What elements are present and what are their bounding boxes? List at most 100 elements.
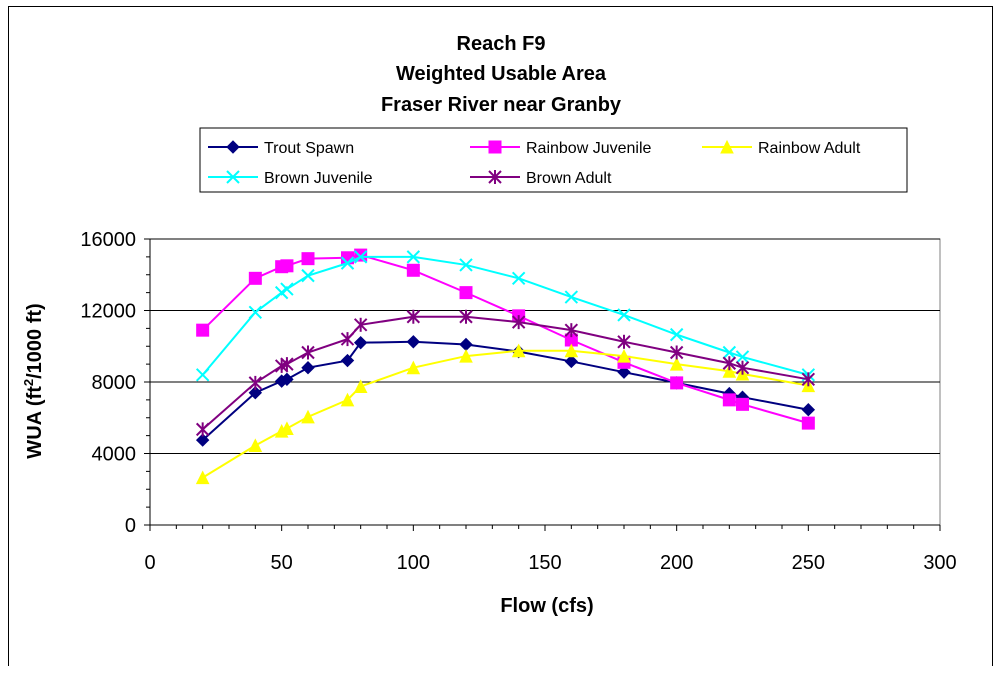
y-axis-title-suffix: /1000 ft) — [24, 303, 46, 379]
data-point-rainbow-juvenile — [196, 323, 210, 337]
data-point-brown-adult — [353, 317, 368, 332]
data-point-brown-adult — [280, 357, 294, 372]
data-point-rainbow-juvenile — [459, 286, 473, 300]
data-point-rainbow-juvenile — [248, 271, 262, 285]
data-point-rainbow-adult — [459, 348, 473, 363]
legend-item-brown-adult: Brown Adult — [470, 170, 612, 187]
data-point-rainbow-juvenile — [406, 263, 420, 277]
data-point-brown-juvenile — [617, 308, 631, 322]
series-line-brown-adult — [202, 315, 809, 431]
y-tick-label: 12000 — [80, 301, 136, 323]
series-layer — [195, 248, 816, 485]
data-point-rainbow-adult — [722, 364, 737, 378]
legend-item-rainbow-adult: Rainbow Adult — [702, 139, 861, 157]
data-point-brown-adult — [459, 309, 473, 324]
marker-stroke — [226, 170, 240, 184]
y-axis-title-sup: 2 — [21, 379, 36, 386]
data-point-brown-juvenile — [406, 250, 421, 264]
legend-item-trout-spawn: Trout Spawn — [208, 140, 354, 157]
series-rainbow-adult — [195, 343, 816, 485]
data-point-trout-spawn — [353, 335, 368, 350]
legend-box — [199, 127, 908, 193]
y-tick-label: 8000 — [92, 372, 137, 394]
marker-stroke — [195, 368, 210, 382]
x-tick-label: 200 — [660, 552, 693, 574]
data-point-brown-adult — [340, 332, 355, 347]
data-point-trout-spawn — [801, 402, 816, 417]
data-point-brown-adult — [406, 309, 421, 324]
series-brown-juvenile — [195, 250, 816, 382]
data-point-rainbow-adult — [195, 470, 210, 485]
data-point-rainbow-adult — [248, 438, 263, 452]
legend-label-rainbow-juvenile: Rainbow Juvenile — [526, 140, 652, 157]
legend-marker-rainbow-juvenile — [488, 140, 502, 154]
data-point-rainbow-adult — [669, 357, 684, 371]
legend-label-brown-adult: Brown Adult — [526, 170, 612, 187]
x-tick-label: 0 — [144, 552, 155, 574]
x-tick-label: 300 — [923, 552, 956, 574]
legend-item-brown-juvenile: Brown Juvenile — [208, 170, 373, 187]
data-point-brown-juvenile — [669, 327, 684, 342]
marker-stroke — [735, 350, 750, 364]
y-tick-label: 4000 — [92, 444, 137, 466]
marker-stroke — [564, 290, 579, 304]
axes: 0 4000 8000 12000 16000 0 50 100 150 200 250 300 — [80, 229, 956, 574]
data-point-brown-adult — [617, 334, 631, 349]
legend-label-rainbow-adult: Rainbow Adult — [758, 140, 861, 157]
data-point-rainbow-adult — [564, 343, 579, 358]
data-point-brown-adult — [735, 360, 750, 375]
data-point-brown-adult — [669, 345, 684, 360]
x-tick-label: 100 — [397, 552, 430, 574]
legend-marker-trout-spawn — [226, 140, 240, 154]
legend-marker-brown-juvenile — [226, 170, 240, 184]
marker-stroke — [280, 282, 294, 296]
legend-item-rainbow-juvenile: Rainbow Juvenile — [470, 140, 652, 157]
marker-stroke — [459, 258, 473, 272]
data-point-brown-juvenile — [248, 305, 263, 319]
data-point-brown-juvenile — [301, 268, 315, 283]
data-point-trout-spawn — [248, 386, 263, 400]
x-axis-title: Flow (cfs) — [500, 595, 593, 617]
chart-frame — [8, 6, 993, 666]
legend-label-brown-juvenile: Brown Juvenile — [264, 170, 373, 187]
chart-title-line-3: Fraser River near Granby — [381, 94, 622, 116]
data-point-trout-spawn — [280, 372, 294, 387]
data-point-brown-juvenile — [722, 345, 737, 360]
marker-stroke — [511, 271, 526, 286]
y-tick-label: 16000 — [80, 229, 136, 251]
x-tick-label: 150 — [528, 552, 561, 574]
data-point-brown-juvenile — [564, 290, 579, 304]
data-point-brown-adult — [195, 422, 210, 437]
data-point-brown-juvenile — [735, 350, 750, 364]
data-point-trout-spawn — [301, 360, 315, 375]
data-point-brown-juvenile — [511, 271, 526, 286]
marker-stroke — [669, 327, 684, 342]
data-point-rainbow-juvenile — [670, 376, 684, 390]
marker-stroke — [722, 345, 737, 360]
data-point-rainbow-adult — [301, 409, 315, 424]
data-point-brown-adult — [301, 345, 315, 360]
data-point-brown-juvenile — [280, 282, 294, 296]
marker-stroke — [406, 250, 421, 264]
chart-title-line-2: Weighted Usable Area — [396, 63, 607, 85]
data-point-rainbow-adult — [617, 348, 631, 363]
legend-marker-brown-adult — [488, 170, 502, 184]
data-point-brown-juvenile — [195, 368, 210, 382]
data-point-rainbow-juvenile — [301, 252, 315, 266]
chart-title-line-1: Reach F9 — [457, 33, 546, 55]
data-point-brown-adult — [511, 315, 526, 330]
data-point-brown-adult — [248, 375, 263, 390]
marker-stroke — [248, 305, 263, 319]
marker-stroke — [301, 268, 315, 283]
data-point-rainbow-juvenile — [722, 393, 736, 407]
data-point-rainbow-adult — [280, 421, 294, 435]
data-point-brown-adult — [722, 356, 737, 371]
legend-marker-rainbow-adult — [720, 139, 734, 154]
data-point-rainbow-adult — [511, 343, 526, 358]
series-rainbow-juvenile — [196, 248, 815, 430]
legend-label-trout-spawn: Trout Spawn — [264, 140, 354, 157]
data-point-brown-juvenile — [340, 256, 355, 270]
data-point-rainbow-adult — [353, 379, 368, 393]
x-tick-label: 250 — [792, 552, 825, 574]
